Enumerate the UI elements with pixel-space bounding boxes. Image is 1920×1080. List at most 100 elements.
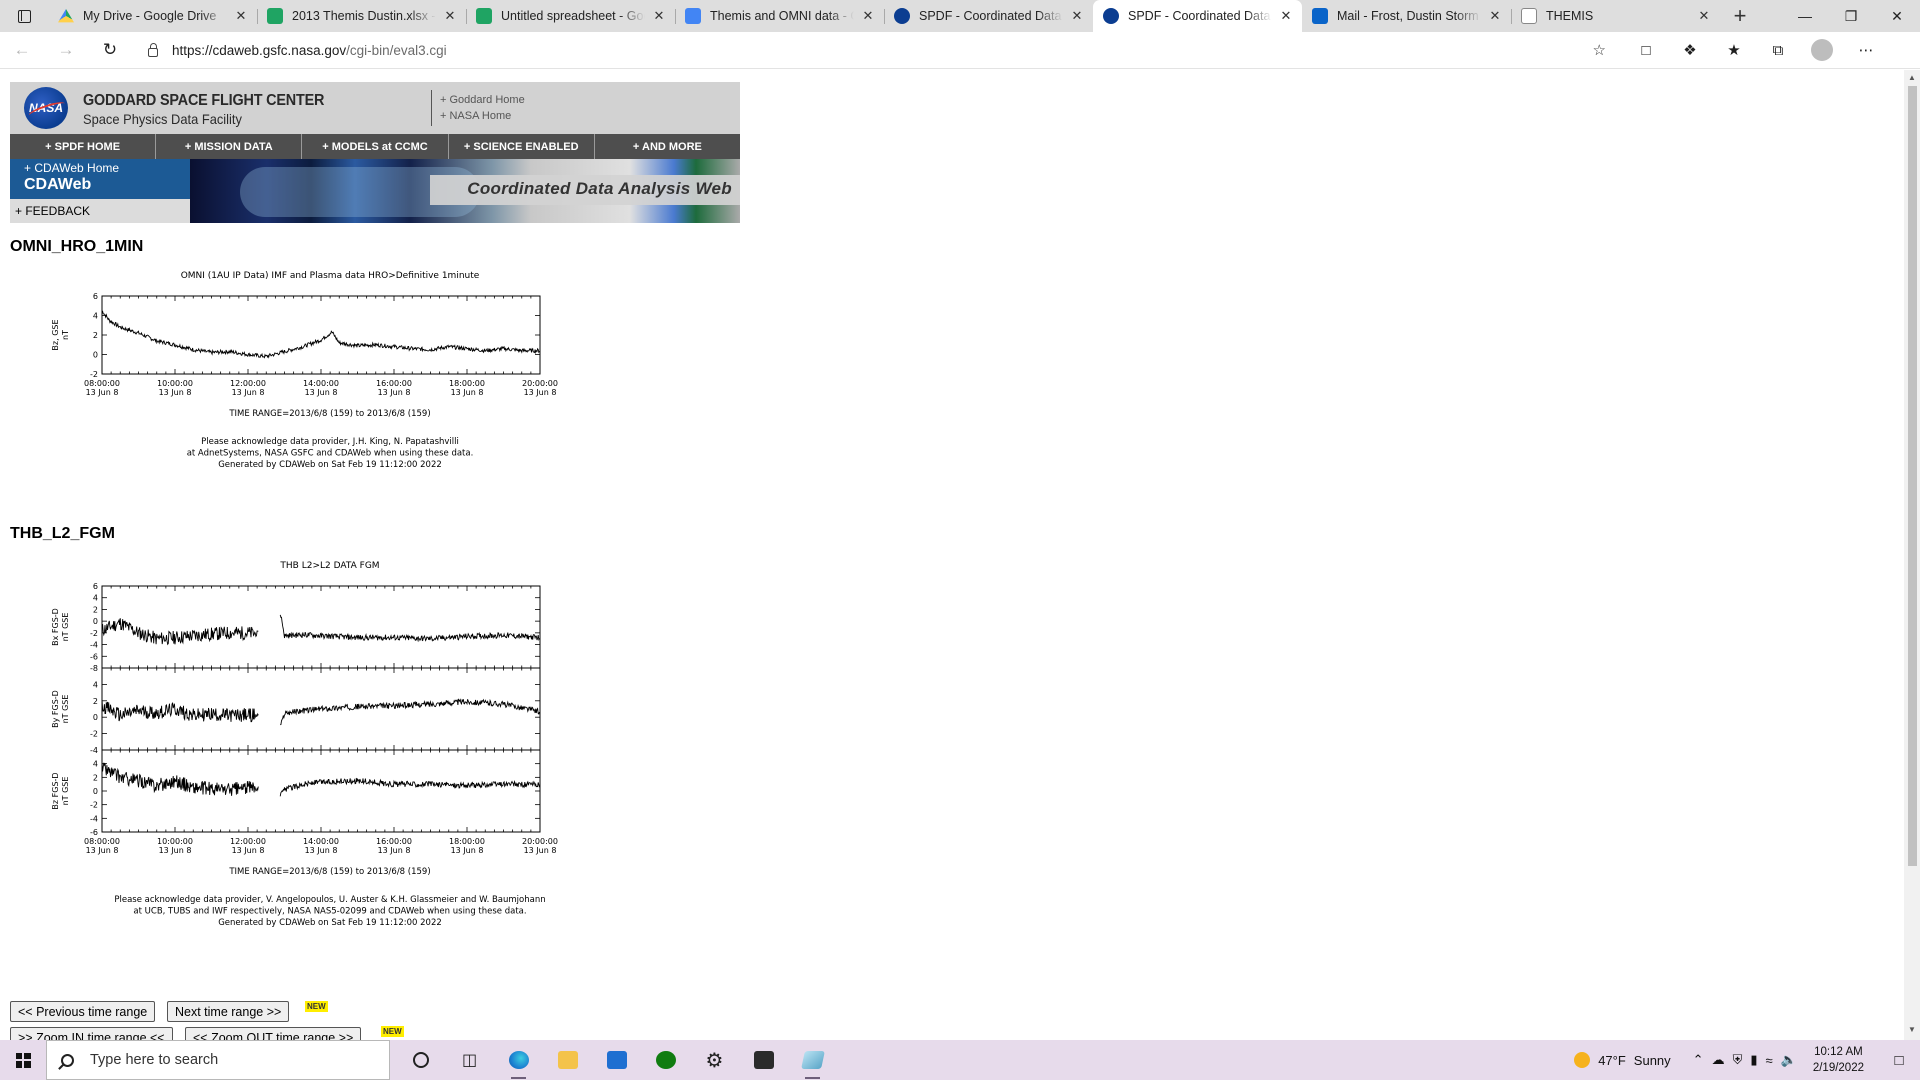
back-button[interactable]: ← (13, 40, 31, 59)
docs-favicon-icon (685, 8, 701, 24)
xbox-button[interactable] (641, 1040, 690, 1080)
tab-close-icon[interactable]: ✕ (1280, 8, 1292, 23)
tab-close-icon[interactable]: ✕ (653, 8, 665, 23)
y-tick-label: -2 (90, 629, 98, 638)
windows-logo-icon (15, 1052, 31, 1068)
app-taskbar-button[interactable] (788, 1040, 837, 1080)
browser-tab[interactable]: Mail - Frost, Dustin Storm - Outlook ✕ (1302, 0, 1511, 32)
browser-tab[interactable]: Themis and OMNI data - Google Docs ✕ (675, 0, 884, 32)
scroll-up-arrow[interactable]: ▲ (1908, 73, 1916, 82)
browser-tab[interactable]: SPDF - Coordinated Data Analysis Web ✕ (884, 0, 1093, 32)
browser-tab[interactable]: THEMIS ✕ (1511, 0, 1720, 32)
edge-taskbar-button[interactable] (494, 1040, 543, 1080)
browser-tab[interactable]: SPDF - Coordinated Data Analysis Web ✕ (1093, 0, 1302, 32)
y-tick-label: 0 (93, 617, 98, 626)
sunny-icon[interactable] (1574, 1052, 1591, 1068)
profile-avatar[interactable] (1811, 39, 1833, 61)
tab-close-icon[interactable]: ✕ (235, 8, 247, 23)
cortana-button[interactable] (396, 1040, 445, 1080)
tab-actions-icon (17, 9, 31, 23)
security-icon[interactable]: ⛨ (1732, 1052, 1743, 1067)
address-bar[interactable]: https://cdaweb.gsfc.nasa.gov/cgi-bin/eva… (136, 36, 1616, 65)
tab-close-icon[interactable]: ✕ (862, 8, 874, 23)
system-tray: 47°F Sunny ⌃ ☁ ⛨ ▮ ≈ 🔈 10:12 AM 2/19/202… (1574, 1040, 1920, 1080)
y-tick-label: -2 (90, 730, 98, 739)
refresh-button[interactable]: ↻ (102, 40, 118, 59)
acknowledgement-text: Generated by CDAWeb on Sat Feb 19 11:12:… (218, 918, 442, 928)
zoom-in-time-range-button[interactable]: >> Zoom IN time range << (10, 1027, 173, 1040)
close-window-button[interactable]: ✕ (1891, 7, 1903, 24)
plot-title: THB L2>L2 DATA FGM (279, 561, 379, 571)
banner-divider (431, 90, 432, 126)
task-view-button[interactable]: ◫ (445, 1040, 494, 1080)
wifi-icon[interactable]: ≈ (1765, 1052, 1773, 1068)
notification-button[interactable]: □ (1878, 1040, 1920, 1080)
favorites-icon[interactable]: ★ (1727, 42, 1741, 59)
reading-view-icon[interactable]: □ (1641, 41, 1651, 59)
onedrive-icon[interactable]: ☁ (1711, 1052, 1725, 1067)
restore-button[interactable]: ❐ (1844, 7, 1858, 24)
tab-actions-button[interactable] (0, 0, 48, 32)
system-clock[interactable]: 10:12 AM 2/19/2022 (1813, 1044, 1864, 1076)
acknowledgement-text: Please acknowledge data provider, V. Ang… (114, 895, 545, 905)
nav-spdf-home[interactable]: + SPDF HOME (10, 134, 157, 159)
extensions-icon[interactable]: ❖ (1683, 42, 1697, 59)
file-explorer-button[interactable] (543, 1040, 592, 1080)
y-tick-label: 2 (93, 605, 98, 614)
y-tick-label: 0 (93, 351, 98, 360)
collections-icon[interactable]: ⧉ (1772, 41, 1784, 59)
feedback-link[interactable]: + FEEDBACK (10, 199, 190, 223)
settings-button[interactable]: ⚙ (690, 1040, 739, 1080)
tab-close-icon[interactable]: ✕ (1489, 8, 1501, 23)
previous-time-range-button[interactable]: << Previous time range (10, 1001, 156, 1022)
add-favorite-icon[interactable]: ☆ (1592, 42, 1606, 59)
tab-close-icon[interactable]: ✕ (1698, 8, 1710, 23)
nav-models-ccmc[interactable]: + MODELS at CCMC (302, 134, 449, 159)
start-button[interactable] (0, 1040, 46, 1080)
mail-button[interactable] (592, 1040, 641, 1080)
forward-button[interactable]: → (57, 40, 75, 59)
tab-title: THEMIS (1546, 9, 1594, 23)
volume-icon[interactable]: 🔈 (1780, 1052, 1797, 1067)
tab-close-icon[interactable]: ✕ (444, 8, 456, 23)
cdaweb-tagline: Coordinated Data Analysis Web (467, 179, 732, 198)
nav-mission-data[interactable]: + MISSION DATA (156, 134, 303, 159)
battery-icon[interactable]: ▮ (1750, 1052, 1758, 1067)
zoom-out-time-range-button[interactable]: << Zoom OUT time range >> (185, 1027, 362, 1040)
x-tick-date-label: 13 Jun 8 (86, 388, 119, 397)
terminal-button[interactable] (739, 1040, 788, 1080)
tab-title: Untitled spreadsheet - Google Sheets (501, 9, 645, 23)
nasa-home-link[interactable]: + NASA Home (440, 110, 512, 122)
x-tick-date-label: 13 Jun 8 (524, 388, 557, 397)
weather-temp[interactable]: 47°F (1598, 1052, 1626, 1068)
cdaweb-home-link[interactable]: + CDAWeb Home (24, 161, 120, 175)
browser-tab[interactable]: Untitled spreadsheet - Google Sheets ✕ (466, 0, 675, 32)
scroll-down-arrow[interactable]: ▼ (1908, 1025, 1916, 1034)
browser-tab[interactable]: My Drive - Google Drive ✕ (48, 0, 257, 32)
nav-and-more[interactable]: + AND MORE (632, 140, 702, 153)
scrollbar-thumb[interactable] (1908, 86, 1917, 866)
weather-condition[interactable]: Sunny (1633, 1052, 1671, 1068)
tab-close-icon[interactable]: ✕ (1071, 8, 1083, 23)
series-line (101, 310, 540, 359)
y-axis-label-line: By FGS-D (51, 690, 60, 728)
y-axis-label-line: Bx FGS-D (51, 608, 60, 646)
minimize-button[interactable]: — (1798, 8, 1812, 24)
browser-tab[interactable]: 2013 Themis Dustin.xlsx - Google Sheets ✕ (257, 0, 466, 32)
new-tab-button[interactable]: + (1733, 3, 1747, 28)
y-tick-label: -4 (90, 641, 98, 650)
chevron-up-icon[interactable]: ⌃ (1692, 1052, 1704, 1067)
sheets-favicon-icon (476, 8, 492, 24)
x-tick-label: 10:00:00 (157, 379, 193, 388)
vertical-scrollbar[interactable]: ▲ ▼ (1904, 70, 1920, 1040)
nasa-logo[interactable]: NASA (24, 87, 68, 129)
settings-menu-icon[interactable]: ⋯ (1858, 42, 1874, 59)
next-time-range-button[interactable]: Next time range >> (167, 1001, 290, 1022)
y-axis-label-unit: nT GSE (61, 777, 70, 806)
x-tick-date-label: 13 Jun 8 (86, 846, 119, 855)
y-tick-label: 4 (93, 312, 98, 321)
nav-science-enabled[interactable]: + SCIENCE ENABLED (449, 134, 595, 159)
taskbar-search[interactable]: Type here to search (46, 1040, 390, 1080)
goddard-home-link[interactable]: + Goddard Home (440, 94, 525, 106)
y-tick-label: 4 (93, 760, 98, 769)
